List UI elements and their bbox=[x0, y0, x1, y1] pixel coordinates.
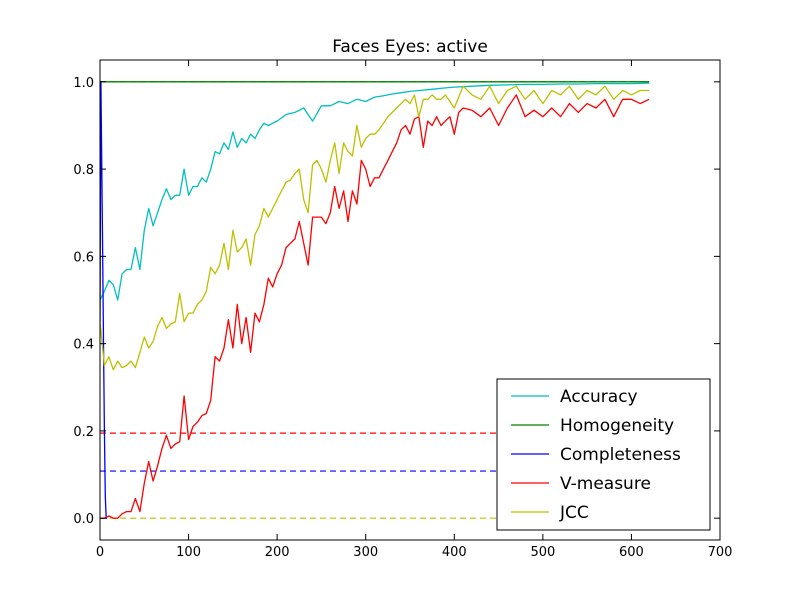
x-tick-label: 600 bbox=[619, 545, 644, 560]
y-tick-label: 0.2 bbox=[73, 425, 94, 440]
y-axis-ticks: 0.0 0.2 0.4 0.6 0.8 1.0 bbox=[73, 76, 720, 527]
legend-label-jcc: JCC bbox=[559, 503, 589, 523]
x-tick-label: 400 bbox=[442, 545, 467, 560]
y-tick-label: 0.8 bbox=[73, 163, 94, 178]
legend-label-homogeneity: Homogeneity bbox=[560, 416, 674, 436]
series-line-jcc bbox=[100, 85, 650, 371]
x-tick-label: 500 bbox=[530, 545, 555, 560]
legend: Accuracy Homogeneity Completeness V-measure… bbox=[496, 378, 711, 531]
y-tick-label: 0.0 bbox=[73, 512, 94, 527]
x-tick-label: 200 bbox=[265, 545, 290, 560]
series-lines bbox=[100, 81, 650, 519]
plot-frame bbox=[99, 59, 721, 541]
legend-label-v-measure: V-measure bbox=[560, 474, 651, 494]
legend-label-completeness: Completeness bbox=[560, 445, 681, 465]
x-tick-label: 700 bbox=[708, 545, 733, 560]
series-line-v-measure bbox=[100, 94, 650, 519]
legend-label-accuracy: Accuracy bbox=[560, 387, 638, 407]
y-tick-label: 0.6 bbox=[73, 250, 94, 265]
x-tick-label: 100 bbox=[176, 545, 201, 560]
series-line-accuracy bbox=[100, 82, 650, 301]
x-tick-label: 300 bbox=[353, 545, 378, 560]
x-axis-ticks: 0 100 200 300 400 500 600 700 bbox=[96, 60, 733, 560]
x-tick-label: 0 bbox=[96, 545, 104, 560]
y-tick-label: 1.0 bbox=[73, 76, 94, 91]
chart-title: Faces Eyes: active bbox=[332, 37, 488, 57]
y-tick-label: 0.4 bbox=[73, 338, 94, 353]
